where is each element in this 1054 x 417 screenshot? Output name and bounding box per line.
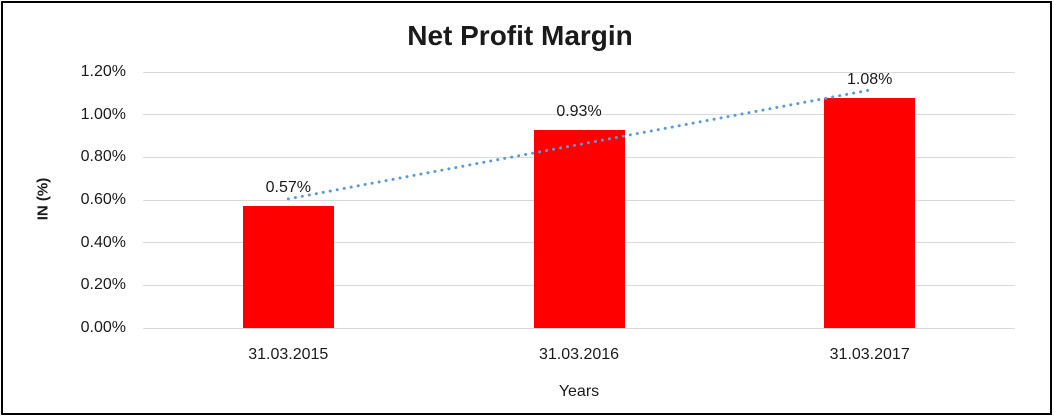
y-tick-label: 0.00% [80,319,126,336]
bar-value-label: 0.93% [556,102,602,120]
y-tick-label: 0.80% [80,148,126,166]
x-axis-title: Years [558,383,600,400]
bar-31.03.2017 [824,97,916,328]
y-axis-title: IN (%) [34,177,52,221]
x-tick-label: 31.03.2017 [829,346,910,363]
x-tick-label: 31.03.2015 [248,346,329,363]
y-tick-label: 0.20% [80,276,126,294]
bar-value-label: 1.08% [847,70,893,88]
y-tick-label: 0.60% [80,191,126,208]
gridline-1.20% [143,71,1015,73]
bar-31.03.2015 [242,206,334,328]
gridline-0.00% [143,327,1015,329]
chart-title: Net Profit Margin [407,20,633,51]
y-tick-label: 0.40% [80,233,126,251]
bar-31.03.2016 [533,129,625,328]
bar-value-label: 0.57% [265,179,311,197]
x-tick-label: 31.03.2016 [538,346,620,363]
y-tick-label: 1.20% [80,63,126,80]
y-tick-label: 1.00% [80,105,126,123]
